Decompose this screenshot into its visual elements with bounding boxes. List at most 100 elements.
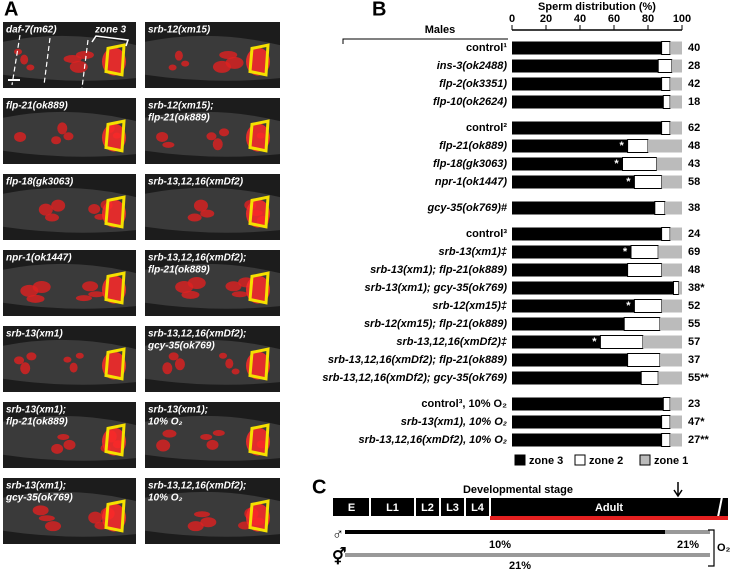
legend-label: zone 2 [589,455,623,467]
bar-segment [662,95,671,109]
bar-segment [671,59,682,73]
worm-body [145,415,280,461]
category-label: control¹ [466,42,507,54]
n-label: 57 [688,336,700,348]
bar-segment [659,353,682,367]
category-label: flp-2(ok3351) [439,78,507,90]
x-tick-label: 100 [673,13,691,25]
category-label: flp-18(gk3063) [433,158,507,170]
zone3-outline [248,499,270,533]
bar-segment [661,121,671,135]
bar-segment [512,139,628,153]
image-caption: flp-18(gk3063) [6,177,74,188]
bar-marker: * [626,300,631,312]
fluorescence [219,352,227,359]
image-caption: flp-21(ok889) [148,113,210,124]
bar-segment [658,371,682,385]
fluorescence [20,54,29,65]
fluorescence [219,51,238,59]
zone-bracket [91,35,130,47]
fluorescence [200,433,213,440]
bar-segment [670,415,682,429]
fluorescence [181,60,190,67]
bar-segment [633,299,663,313]
bar-marker: * [623,246,628,258]
n-label: 48 [688,140,700,152]
zone-label: zone 3 [94,25,127,36]
fluorescence [231,368,240,375]
fluorescence [88,511,103,524]
fluorescence [14,356,25,365]
male-condition [345,530,665,534]
o2-label: 21% [677,539,699,551]
fluorescence [174,358,185,371]
bar-segment [654,201,666,215]
bar-segment [512,95,664,109]
zone3-outline [248,195,270,229]
fluorescence [225,56,244,69]
bar-segment [670,121,682,135]
bar-segment [512,335,601,349]
bar-segment [512,263,628,277]
bar-segment [658,245,682,259]
x-tick-label: 40 [574,13,586,25]
n-label: 37 [688,354,700,366]
n-label: 27** [688,434,710,446]
fluorescence [63,439,76,450]
image-caption: 10% O₂ [148,417,183,428]
fluorescence [51,443,64,454]
bar-segment [512,415,662,429]
fluorescence [181,290,200,299]
worm-body [145,263,280,309]
o2-bracket [708,529,715,567]
category-label: srb-13(xm1)‡ [439,246,508,258]
fluorescence [162,429,177,438]
zone3-outline [248,43,270,77]
timeline-break [717,496,723,518]
bar-segment [512,353,628,367]
bar-segment [622,157,657,171]
fluorescence [75,51,94,59]
category-label: control³, 10% O₂ [421,398,507,410]
image-caption: srb-13,12,16(xmDf2); [148,481,246,492]
bar-segment [678,281,682,295]
herm-symbol: ⚥ [332,547,346,566]
n-label: 24 [688,228,701,240]
zone3-outline [248,119,270,153]
fluorescence [168,352,179,361]
bar-segment [512,281,674,295]
stage-label: L2 [421,502,434,514]
fluorescence [206,439,219,450]
fluorescence [45,521,62,532]
timeline-title: Developmental stage [463,484,573,496]
category-label: srb-13,12,16(xmDf2); gcy-35(ok769) [322,372,507,384]
image-caption: flp-21(ok889) [148,265,210,276]
fluorescence [88,203,101,214]
bar-segment [670,77,682,91]
fluorescence [20,362,31,375]
category-label: flp-10(ok2624) [433,96,507,108]
image-caption: flp-21(ok889) [6,417,68,428]
fluorescence [63,54,82,63]
worm-body [3,187,136,233]
x-tick-label: 80 [642,13,654,25]
herm-condition [345,553,710,557]
fluorescence [200,209,215,218]
fluorescence [38,515,55,522]
bar-segment [670,41,682,55]
image-caption: gcy-35(ok769) [147,341,215,352]
image-caption: srb-13(xm1); [6,481,66,492]
legend-label: zone 1 [654,455,688,467]
image-caption: srb-13(xm1) [6,329,63,340]
category-label: ins-3(ok2488) [437,60,508,72]
fluorescence [63,356,72,363]
n-label: 69 [688,246,700,258]
axis-title: Sperm distribution (%) [538,1,656,13]
category-label: npr-1(ok1447) [435,176,507,188]
fluorescence [82,281,99,292]
zone3-outline [104,119,126,153]
worm-body [3,339,136,385]
fluorescence [156,439,171,452]
n-label: 62 [688,122,700,134]
o2-label: 21% [509,560,531,572]
